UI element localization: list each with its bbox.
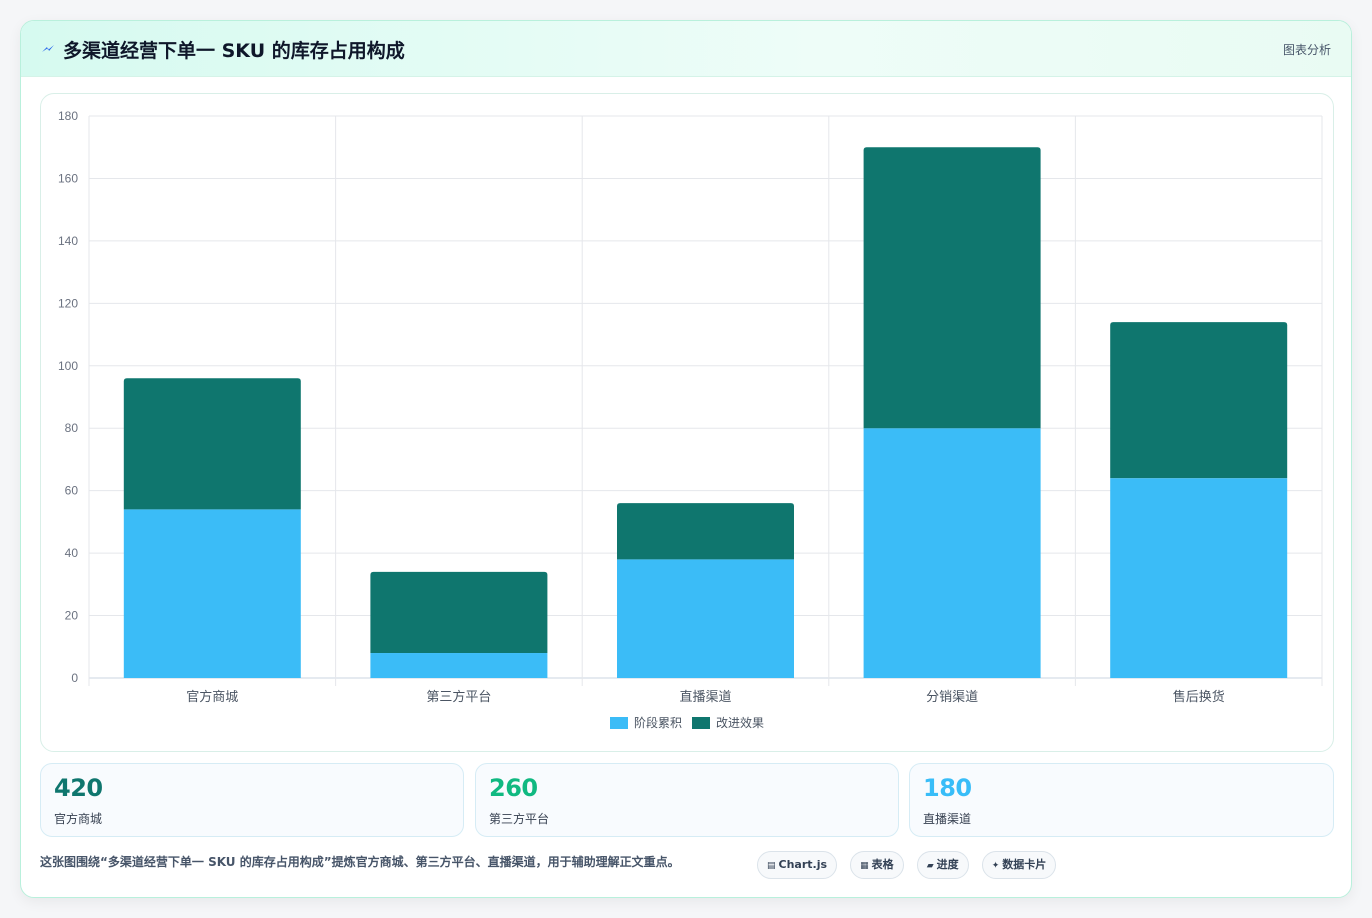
stat-card-2: 260 第三方平台: [475, 763, 899, 837]
stat-card-1: 420 官方商城: [40, 763, 464, 837]
card-icon: ✦: [991, 861, 1000, 871]
chart-card: 多渠道经营下单一 SKU 的库存占用构成 图表分析 0 20 40 60 80 100 12…: [20, 20, 1352, 898]
chip-label: Chart.js: [778, 858, 828, 871]
stat-label: 第三方平台: [489, 812, 550, 826]
chip-label: 数据卡片: [1002, 858, 1047, 871]
stat-label: 直播渠道: [923, 812, 972, 826]
page-title: 多渠道经营下单一 SKU 的库存占用构成: [63, 40, 405, 62]
stat-value: 420: [54, 774, 103, 802]
y-tick-label: 0: [71, 671, 78, 685]
chart-description: 这张图围绕“多渠道经营下单一 SKU 的库存占用构成”提炼官方商城、第三方平台、…: [40, 855, 680, 869]
chart-icon: ▤: [767, 861, 776, 871]
chip-chartjs[interactable]: ▤ Chart.js: [757, 851, 838, 879]
progress-icon: ▰: [926, 861, 934, 871]
stat-value: 260: [489, 774, 538, 802]
stat-card-3: 180 直播渠道: [909, 763, 1334, 837]
y-tick-label: 160: [58, 171, 78, 185]
chip-table[interactable]: ▦ 表格: [850, 851, 904, 879]
y-tick-label: 100: [58, 359, 78, 373]
chip-label: 表格: [871, 858, 894, 871]
bar-阶段累积: [370, 653, 548, 678]
table-icon: ▦: [860, 861, 869, 871]
y-tick-label: 80: [65, 421, 79, 435]
legend-swatch: [692, 717, 710, 729]
chip-data-card[interactable]: ✦ 数据卡片: [981, 851, 1057, 879]
x-tick-label: 分销渠道: [926, 690, 978, 705]
x-tick-label: 售后换货: [1173, 689, 1225, 705]
bar-阶段累积: [617, 559, 794, 678]
stacked-bar-chart: 0 20 40 60 80 100 120 140 160 180 官方商城 第三方平台 直播渠道 分销渠…: [58, 109, 1323, 730]
feature-chips: ▤ Chart.js ▦ 表格 ▰ 进度 ✦ 数据卡片: [757, 851, 1064, 879]
y-tick-label: 40: [65, 546, 79, 560]
lightning-icon: [42, 45, 54, 52]
y-tick-label: 120: [58, 296, 78, 310]
x-tick-label: 官方商城: [186, 689, 238, 705]
legend-swatch: [610, 717, 628, 729]
bar-改进效果: [370, 571, 548, 654]
x-tick-label: 直播渠道: [679, 690, 731, 705]
x-tick-label: 第三方平台: [426, 689, 491, 705]
y-tick-label: 60: [65, 484, 79, 498]
bar-改进效果: [1110, 322, 1288, 479]
y-tick-label: 20: [65, 609, 79, 623]
y-tick-label: 140: [58, 234, 78, 248]
bar-改进效果: [617, 503, 794, 560]
stat-label: 官方商城: [54, 812, 103, 826]
bar-阶段累积: [1110, 478, 1288, 678]
legend-label: 改进效果: [716, 715, 764, 730]
chart-analysis-tag[interactable]: 图表分析: [1282, 43, 1331, 57]
chart-panel: 0 20 40 60 80 100 120 140 160 180 官方商城 第三方平台 直播渠道 分销渠…: [40, 93, 1334, 752]
bar-阶段累积: [863, 428, 1041, 678]
card-header: 多渠道经营下单一 SKU 的库存占用构成 图表分析: [21, 21, 1351, 77]
bar-阶段累积: [123, 509, 301, 678]
chip-progress[interactable]: ▰ 进度: [916, 851, 969, 879]
legend-label: 阶段累积: [634, 715, 682, 730]
y-tick-label: 180: [58, 109, 78, 123]
bar-改进效果: [863, 147, 1041, 429]
stat-value: 180: [923, 774, 972, 802]
chip-label: 进度: [936, 858, 959, 871]
bar-改进效果: [123, 378, 301, 510]
